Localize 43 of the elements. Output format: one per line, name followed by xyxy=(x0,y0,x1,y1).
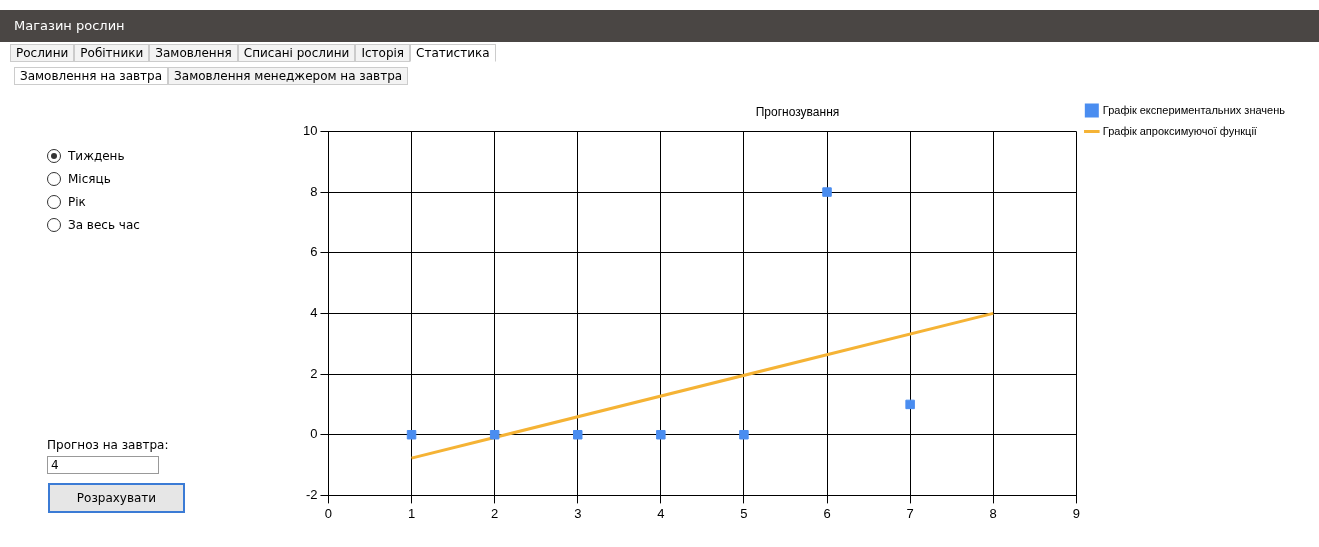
point xyxy=(905,399,915,410)
text: Рослини xyxy=(10,44,75,62)
text: Історія xyxy=(355,44,411,62)
point xyxy=(406,429,417,440)
y-tick-label: 6 xyxy=(310,244,318,260)
text: Місяць xyxy=(68,172,111,186)
text: Робітники xyxy=(74,44,150,62)
text: Статистика xyxy=(410,44,496,62)
text: Прогноз на завтра: xyxy=(47,438,169,452)
point xyxy=(489,429,500,440)
point xyxy=(656,429,666,440)
point xyxy=(739,429,749,440)
text: Замовлення менеджером на завтра xyxy=(168,67,409,85)
x-tick-label: 5 xyxy=(740,505,748,521)
x-tick-label: 0 xyxy=(324,505,333,521)
text: Замовлення на завтра xyxy=(14,67,169,85)
text: Рік xyxy=(68,195,86,209)
text: Магазин рослин xyxy=(0,10,1319,42)
x-tick-label: 8 xyxy=(989,505,997,521)
y-tick-label: 8 xyxy=(310,183,318,199)
x-tick-label: 4 xyxy=(657,505,665,521)
point xyxy=(822,187,832,197)
x-tick-label: 9 xyxy=(1072,505,1080,521)
y-tick-label: 0 xyxy=(310,426,318,442)
text: За весь час xyxy=(68,218,140,232)
y-tick-label: -2 xyxy=(305,486,318,502)
x-tick-label: 7 xyxy=(906,505,914,521)
legend-label: Графік експериментальних значень xyxy=(1102,103,1286,116)
point xyxy=(573,429,583,440)
text: Списані рослини xyxy=(237,44,356,62)
y-tick-label: 10 xyxy=(302,122,318,138)
legend-label: Графік апроксимуючої функції xyxy=(1102,124,1257,137)
chart-title: Прогнозування xyxy=(755,104,840,119)
text: Тиждень xyxy=(68,149,125,163)
y-tick-label: 4 xyxy=(310,304,318,320)
text: Замовлення xyxy=(149,44,238,62)
x-tick-label: 3 xyxy=(574,505,582,521)
x-tick-label: 1 xyxy=(407,505,416,521)
text: 4 xyxy=(47,456,159,474)
y-tick-label: 2 xyxy=(310,365,318,381)
x-tick-label: 6 xyxy=(823,505,831,521)
text: Розрахувати xyxy=(48,483,185,513)
x-tick-label: 2 xyxy=(491,505,499,521)
